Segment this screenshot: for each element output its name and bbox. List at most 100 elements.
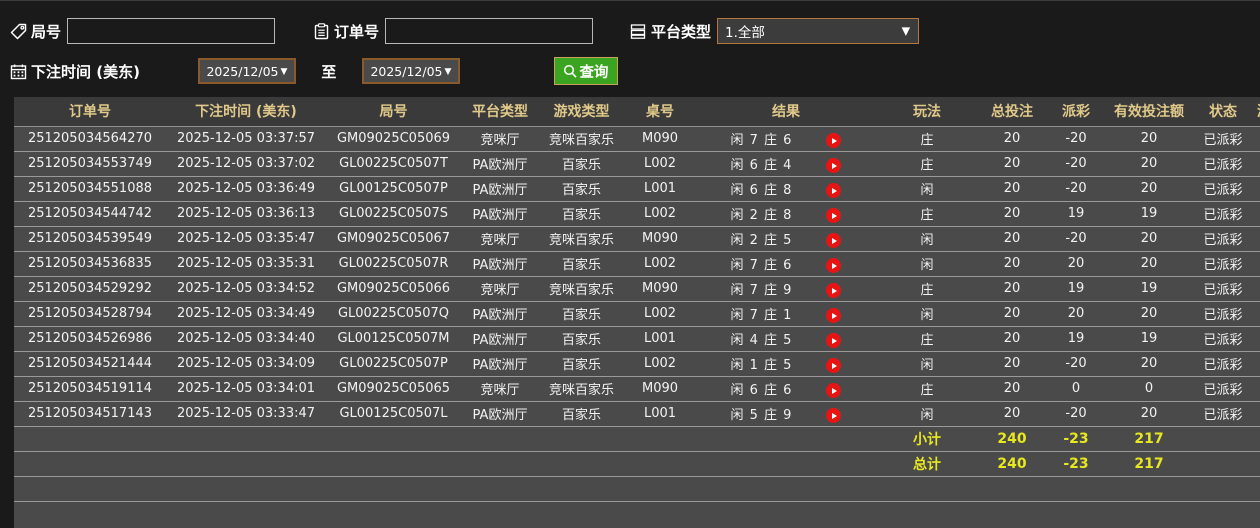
query-button[interactable]: 查询 [553, 57, 618, 85]
cell-room-no: GL00125C0507M [326, 326, 461, 352]
cell-bet-time: 2025-12-05 03:34:49 [166, 301, 326, 327]
table-row[interactable]: 251205034539549 2025-12-05 03:35:47 GM0902… [14, 226, 1260, 252]
cell-platform: 竞咪厅 [461, 226, 539, 252]
cell-summary-label: 总计 [876, 451, 978, 477]
play-replay-icon[interactable] [826, 358, 842, 373]
cell-platform: PA欧洲厅 [461, 301, 539, 327]
column-header-result[interactable]: 结果 [696, 97, 876, 127]
table-row[interactable]: 251205034553749 2025-12-05 03:37:02 GL0022… [14, 151, 1260, 177]
cell-play: 闲 [876, 226, 978, 252]
column-header-payout[interactable]: 派彩 [1046, 97, 1106, 127]
play-replay-icon[interactable] [826, 258, 842, 273]
cell-play: 庄 [876, 376, 978, 402]
table-row[interactable]: 251205034521444 2025-12-05 03:34:09 GL0022… [14, 351, 1260, 377]
table-row[interactable]: 251205034536835 2025-12-05 03:35:31 GL0022… [14, 251, 1260, 277]
table-row[interactable]: 251205034551088 2025-12-05 03:36:49 GL0012… [14, 176, 1260, 202]
column-header-status[interactable]: 状态 [1192, 97, 1254, 127]
bet-time-to-picker[interactable]: 2025/12/05 ▼ [361, 58, 460, 84]
table-row[interactable]: 251205034564270 2025-12-05 03:37:57 GM0902… [14, 126, 1260, 152]
cell-bet-time: 2025-12-05 03:37:02 [166, 151, 326, 177]
cell-order-no: 251205034526986 [14, 326, 166, 352]
room-no-label: 局号 [31, 22, 62, 41]
cell-game-type: 百家乐 [539, 401, 624, 427]
cell-table-no: L001 [624, 326, 696, 352]
cell-total-bet: 20 [978, 376, 1046, 402]
table-row[interactable]: 251205034544742 2025-12-05 03:36:13 GL0022… [14, 201, 1260, 227]
table-blank-row [14, 476, 1260, 502]
play-replay-icon[interactable] [826, 333, 842, 348]
play-replay-icon[interactable] [826, 308, 842, 323]
result-text: 闲 4 庄 5 [730, 333, 793, 348]
column-header-game-mode[interactable]: 游戏模式 [1254, 97, 1260, 127]
cell-summary-payout: -23 [1046, 426, 1106, 452]
result-text: 闲 2 庄 5 [730, 233, 793, 248]
column-header-total-bet[interactable]: 总投注 [978, 97, 1046, 127]
cell-table-no: M090 [624, 126, 696, 152]
column-header-play[interactable]: 玩法 [876, 97, 978, 127]
play-replay-icon[interactable] [826, 183, 842, 198]
cell-empty [461, 426, 539, 452]
table-row[interactable]: 251205034517143 2025-12-05 03:33:47 GL0012… [14, 401, 1260, 427]
cell-play: 庄 [876, 276, 978, 302]
play-replay-icon[interactable] [826, 133, 842, 148]
play-replay-icon[interactable] [826, 208, 842, 223]
column-header-bet-time[interactable]: 下注时间 (美东) [166, 97, 326, 127]
cell-summary-valid-bet: 217 [1106, 451, 1192, 477]
column-header-valid-bet[interactable]: 有效投注额 [1106, 97, 1192, 127]
cell-result: 闲 2 庄 5 [696, 226, 876, 252]
room-no-input[interactable] [67, 18, 276, 44]
column-header-game-type[interactable]: 游戏类型 [539, 97, 624, 127]
cell-empty [461, 476, 539, 502]
cell-payout: -20 [1046, 176, 1106, 202]
cell-empty [539, 476, 624, 502]
play-replay-icon[interactable] [826, 283, 842, 298]
cell-bet-time: 2025-12-05 03:36:49 [166, 176, 326, 202]
filter-row-primary: 局号 订单号 [10, 16, 920, 46]
cell-order-no: 251205034536835 [14, 251, 166, 277]
cell-valid-bet: 20 [1106, 226, 1192, 252]
column-header-table-no[interactable]: 桌号 [624, 97, 696, 127]
cell-game-mode: 多台 [1254, 351, 1260, 377]
column-header-room-no[interactable]: 局号 [326, 97, 461, 127]
cell-table-no: L001 [624, 401, 696, 427]
bet-time-from-picker[interactable]: 2025/12/05 ▼ [197, 58, 296, 84]
table-row[interactable]: 251205034529292 2025-12-05 03:34:52 GM0902… [14, 276, 1260, 302]
cell-empty [539, 451, 624, 477]
cell-empty [326, 451, 461, 477]
cell-play: 闲 [876, 301, 978, 327]
cell-platform: PA欧洲厅 [461, 151, 539, 177]
play-replay-icon[interactable] [826, 408, 842, 423]
cell-result: 闲 7 庄 9 [696, 276, 876, 302]
column-header-platform[interactable]: 平台类型 [461, 97, 539, 127]
result-text: 闲 7 庄 1 [730, 308, 793, 323]
play-replay-icon[interactable] [826, 158, 842, 173]
column-header-order-no[interactable]: 订单号 [14, 97, 166, 127]
cell-order-no: 251205034551088 [14, 176, 166, 202]
table-row[interactable]: 251205034526986 2025-12-05 03:34:40 GL0012… [14, 326, 1260, 352]
platform-type-select[interactable]: 1.全部 ▼ [717, 18, 920, 44]
cell-bet-time: 2025-12-05 03:34:01 [166, 376, 326, 402]
cell-payout: 0 [1046, 376, 1106, 402]
cell-platform: PA欧洲厅 [461, 251, 539, 277]
chevron-down-icon: ▼ [444, 66, 452, 77]
cell-summary-total-bet: 240 [978, 451, 1046, 477]
table-row[interactable]: 251205034519114 2025-12-05 03:34:01 GM0902… [14, 376, 1260, 402]
cell-valid-bet: 20 [1106, 351, 1192, 377]
query-button-label: 查询 [579, 64, 609, 81]
play-replay-icon[interactable] [826, 383, 842, 398]
cell-total-bet: 20 [978, 151, 1046, 177]
result-text: 闲 7 庄 9 [730, 283, 793, 298]
play-replay-icon[interactable] [826, 233, 842, 248]
cell-empty [696, 426, 876, 452]
table-header: 订单号 下注时间 (美东) 局号 平台类型 游戏类型 桌号 结果 玩法 总投注 … [14, 97, 1260, 127]
cell-room-no: GL00125C0507L [326, 401, 461, 427]
table-row[interactable]: 251205034528794 2025-12-05 03:34:49 GL0022… [14, 301, 1260, 327]
order-no-input[interactable] [385, 18, 594, 44]
cell-result: 闲 6 庄 8 [696, 176, 876, 202]
cell-game-mode: 多台 [1254, 176, 1260, 202]
cell-room-no: GL00225C0507P [326, 351, 461, 377]
cell-room-no: GL00225C0507Q [326, 301, 461, 327]
cell-empty [696, 451, 876, 477]
date-range-separator: 至 [321, 62, 337, 81]
result-text: 闲 6 庄 8 [730, 183, 793, 198]
